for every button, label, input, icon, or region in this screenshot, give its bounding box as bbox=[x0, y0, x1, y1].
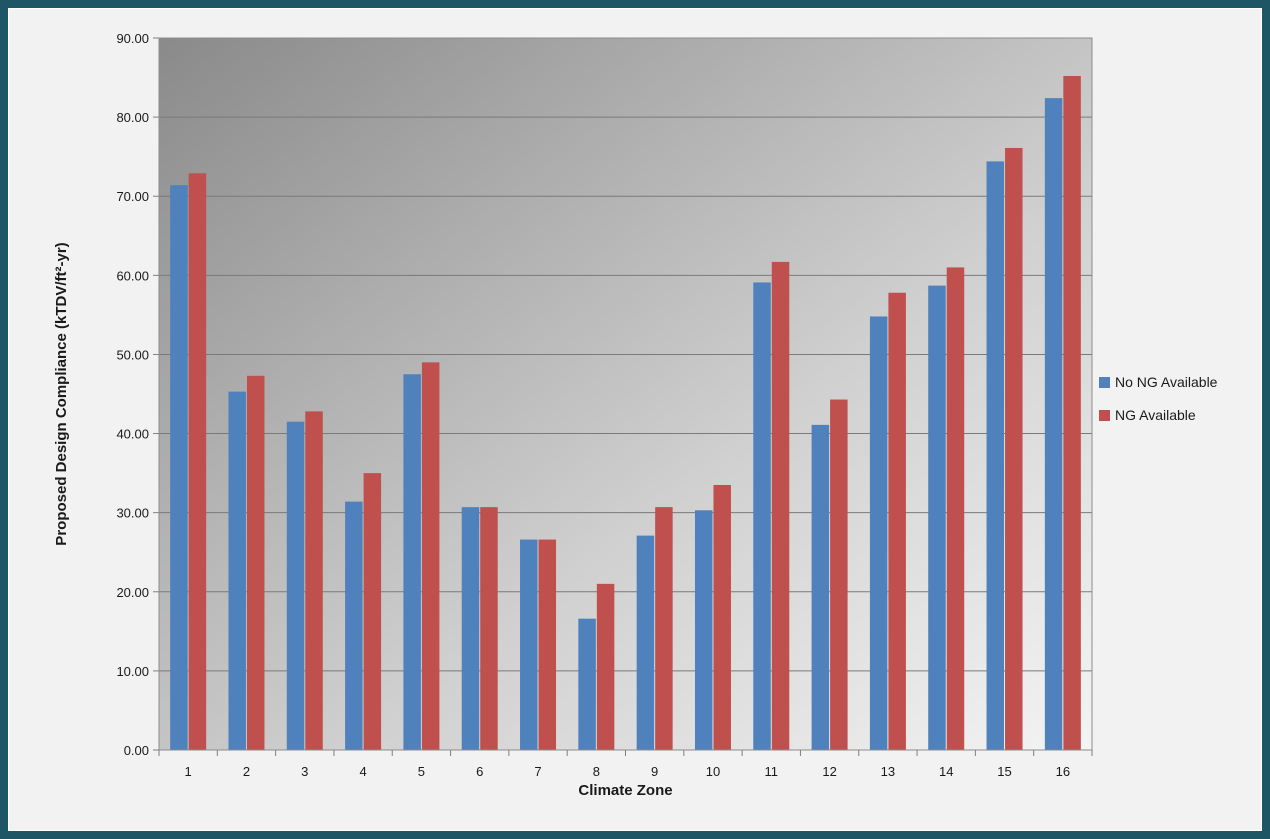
x-tick-label: 11 bbox=[765, 764, 779, 779]
bar-ng-zone-8 bbox=[596, 583, 615, 750]
bar-no-ng-zone-8 bbox=[578, 618, 596, 750]
bar-ng-zone-4 bbox=[363, 473, 382, 750]
bar-no-ng-zone-3 bbox=[286, 421, 305, 750]
x-tick-label: 4 bbox=[359, 764, 366, 779]
x-tick-label: 10 bbox=[706, 764, 720, 779]
x-tick-label: 8 bbox=[593, 764, 600, 779]
y-tick-label: 60.00 bbox=[116, 268, 149, 283]
x-tick-label: 7 bbox=[534, 764, 541, 779]
x-tick-label: 14 bbox=[939, 764, 953, 779]
bar-no-ng-zone-1 bbox=[170, 185, 188, 750]
bar-no-ng-zone-9 bbox=[636, 535, 655, 750]
bar-no-ng-zone-5 bbox=[403, 374, 421, 750]
bar-no-ng-zone-4 bbox=[345, 501, 363, 750]
bar-ng-zone-15 bbox=[1005, 147, 1023, 750]
bar-ng-zone-11 bbox=[771, 261, 790, 750]
bar-no-ng-zone-12 bbox=[811, 424, 830, 750]
y-tick-label: 20.00 bbox=[116, 585, 149, 600]
y-axis-title: Proposed Design Compliance (kTDV/ft²-yr) bbox=[53, 242, 70, 545]
x-tick-label: 15 bbox=[997, 764, 1011, 779]
x-tick-label: 9 bbox=[651, 764, 658, 779]
bar-no-ng-zone-15 bbox=[986, 161, 1005, 750]
bar-no-ng-zone-10 bbox=[694, 510, 713, 750]
bar-ng-zone-16 bbox=[1063, 75, 1081, 751]
y-tick-label: 80.00 bbox=[116, 110, 149, 125]
bar-no-ng-zone-11 bbox=[753, 282, 771, 750]
bar-chart: 0.00 10.00 20.00 30.00 40.00 50.00 60.00 70.00 8… bbox=[53, 31, 1218, 799]
x-tick-label: 5 bbox=[418, 764, 425, 779]
bar-no-ng-zone-16 bbox=[1044, 98, 1063, 750]
x-axis-title: Climate Zone bbox=[578, 782, 672, 799]
bar-no-ng-zone-13 bbox=[869, 316, 888, 750]
bar-ng-zone-10 bbox=[713, 484, 731, 750]
axes: 0.00 10.00 20.00 30.00 40.00 50.00 60.00 70.00 8… bbox=[116, 31, 1093, 779]
y-tick-label: 50.00 bbox=[116, 347, 149, 362]
bar-ng-zone-9 bbox=[655, 507, 673, 750]
x-tick-label: 1 bbox=[185, 764, 192, 779]
bar-ng-zone-12 bbox=[830, 399, 848, 750]
bars bbox=[170, 75, 1081, 751]
y-tick-label: 30.00 bbox=[116, 506, 149, 521]
bar-no-ng-zone-2 bbox=[228, 391, 246, 750]
y-tick-label: 0.00 bbox=[124, 743, 149, 758]
x-tick-label: 16 bbox=[1056, 764, 1070, 779]
x-tick-label: 12 bbox=[822, 764, 836, 779]
x-tick-label: 6 bbox=[476, 764, 483, 779]
legend: No NG Available NG Available bbox=[1099, 374, 1218, 423]
bar-ng-zone-5 bbox=[421, 362, 440, 750]
chart-frame: 0.00 10.00 20.00 30.00 40.00 50.00 60.00 70.00 8… bbox=[8, 8, 1262, 831]
legend-label: No NG Available bbox=[1115, 374, 1218, 390]
y-tick-label: 40.00 bbox=[116, 427, 149, 442]
x-tick-label: 2 bbox=[243, 764, 250, 779]
bar-ng-zone-13 bbox=[888, 292, 906, 750]
legend-label: NG Available bbox=[1115, 407, 1196, 423]
bar-ng-zone-6 bbox=[480, 507, 498, 750]
bar-no-ng-zone-14 bbox=[928, 285, 946, 750]
legend-swatch bbox=[1099, 410, 1110, 421]
bar-no-ng-zone-7 bbox=[520, 539, 538, 750]
bar-ng-zone-3 bbox=[305, 411, 323, 750]
y-tick-label: 90.00 bbox=[116, 31, 149, 46]
bar-ng-zone-7 bbox=[538, 539, 557, 750]
bar-ng-zone-14 bbox=[946, 267, 965, 750]
bar-no-ng-zone-6 bbox=[461, 507, 480, 750]
bar-ng-zone-2 bbox=[246, 375, 265, 750]
x-tick-label: 3 bbox=[301, 764, 308, 779]
legend-swatch bbox=[1099, 377, 1110, 388]
y-tick-label: 10.00 bbox=[116, 664, 149, 679]
x-tick-label: 13 bbox=[881, 764, 895, 779]
y-tick-label: 70.00 bbox=[116, 189, 149, 204]
bar-ng-zone-1 bbox=[188, 173, 207, 750]
